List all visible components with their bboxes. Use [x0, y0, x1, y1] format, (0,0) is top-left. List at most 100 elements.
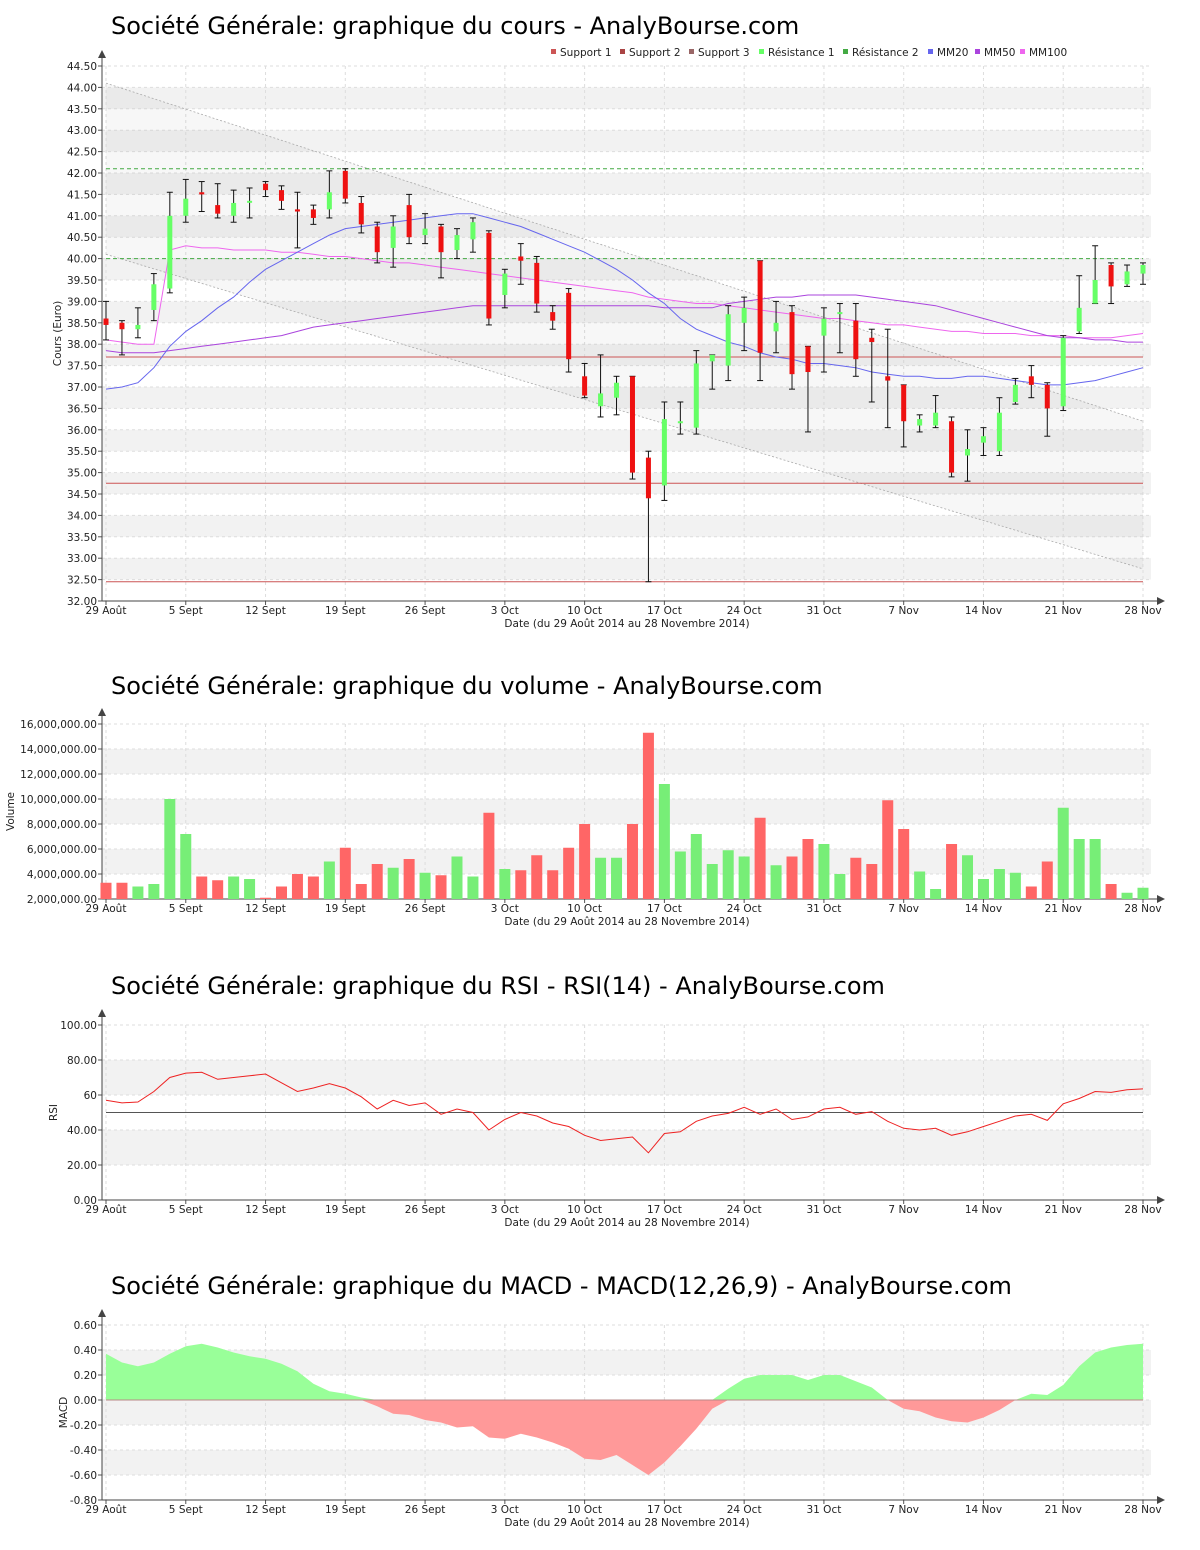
y-tick-label: 0.40 — [74, 1345, 97, 1357]
x-tick-label: 14 Nov — [965, 1204, 1002, 1216]
candle — [725, 305, 732, 382]
candle — [118, 320, 125, 356]
candle — [103, 300, 109, 341]
candle — [565, 288, 572, 373]
candle-body — [550, 312, 556, 321]
candle — [166, 191, 173, 294]
candle — [262, 181, 269, 198]
x-axis-arrow — [1157, 895, 1165, 903]
candle-body — [470, 222, 476, 240]
candle-body — [996, 412, 1002, 452]
mm100-line — [105, 245, 1144, 345]
volume-bar — [467, 876, 479, 899]
grid-band — [102, 558, 1151, 580]
volume-bar — [483, 812, 495, 899]
x-tick-label: 10 Oct — [567, 1204, 602, 1216]
candle — [709, 354, 716, 390]
candle — [1140, 262, 1146, 285]
volume-bar — [770, 865, 782, 899]
candle — [948, 416, 955, 478]
candle — [438, 223, 445, 279]
candle-body — [263, 183, 269, 191]
candle-body — [215, 205, 221, 214]
x-tick-label: 14 Nov — [965, 605, 1002, 617]
grid-band — [102, 429, 1151, 452]
x-axis-label: Date (du 29 Août 2014 au 28 Novembre 201… — [504, 1517, 749, 1529]
x-tick-label: 29 Août — [86, 1504, 127, 1516]
candle — [501, 268, 508, 309]
volume-bar — [531, 855, 543, 899]
y-axis-arrow — [98, 1009, 106, 1017]
x-axis-arrow — [1157, 1196, 1165, 1204]
x-tick-label: 5 Sept — [169, 605, 203, 617]
candle-body — [598, 393, 604, 407]
candle-body — [151, 284, 157, 310]
candle-body — [1028, 376, 1034, 385]
x-tick-label: 28 Nov — [1124, 903, 1161, 915]
legend-swatch — [620, 49, 625, 54]
candle-body — [582, 376, 588, 396]
volume-bar — [275, 886, 287, 899]
volume-bar — [132, 886, 144, 899]
y-tick-label: 43.00 — [67, 125, 97, 137]
candle — [198, 181, 205, 213]
y-axis-label: Volume — [5, 792, 17, 831]
x-tick-label: 19 Sept — [325, 903, 366, 915]
grid-band — [102, 1130, 1151, 1165]
volume-bar — [962, 855, 974, 899]
grid-band — [102, 173, 1151, 195]
candle — [900, 384, 907, 448]
volume-bar — [403, 859, 415, 899]
candle-body — [853, 320, 859, 360]
candle — [693, 350, 700, 435]
legend-item: MM100 — [1020, 47, 1067, 59]
y-tick-label: 32.00 — [67, 596, 97, 608]
legend-item: Résistance 2 — [843, 47, 919, 59]
x-tick-label: 21 Nov — [1045, 903, 1082, 915]
volume-bar — [1073, 839, 1085, 899]
y-tick-label: 0.00 — [74, 1395, 97, 1407]
x-tick-label: 24 Oct — [727, 605, 762, 617]
x-tick-label: 12 Sept — [245, 1504, 286, 1516]
volume-bar — [419, 872, 431, 899]
x-tick-label: 7 Nov — [888, 903, 919, 915]
candle-body — [949, 421, 955, 473]
candle — [134, 307, 141, 339]
y-tick-label: 10,000,000.00 — [20, 794, 97, 806]
candle — [1108, 262, 1115, 305]
y-tick-label: 44.00 — [67, 82, 97, 94]
y-tick-label: 35.50 — [67, 446, 97, 458]
volume-bar — [180, 834, 192, 899]
candle-body — [725, 314, 731, 366]
legend-item: MM20 — [928, 47, 968, 59]
y-tick-label: -0.80 — [70, 1495, 97, 1507]
legend-item: Support 3 — [689, 47, 750, 59]
chart-title: Société Générale: graphique du cours - A… — [111, 12, 799, 40]
candle-body — [278, 190, 284, 201]
macd-negative-area — [106, 1400, 1143, 1475]
candle-body — [1012, 384, 1018, 402]
y-tick-label: 33.00 — [67, 553, 97, 565]
x-tick-label: 12 Sept — [245, 605, 286, 617]
x-tick-label: 24 Oct — [727, 903, 762, 915]
candle — [485, 230, 492, 326]
y-tick-label: 41.50 — [67, 189, 97, 201]
y-tick-label: 16,000,000.00 — [20, 719, 97, 731]
candle — [406, 193, 413, 245]
candle — [645, 450, 652, 583]
legend-label: Support 2 — [629, 47, 681, 59]
candle-body — [661, 419, 667, 486]
volume-bar — [196, 876, 208, 899]
candle — [214, 183, 221, 219]
legend-label: MM100 — [1029, 47, 1067, 59]
candle — [374, 221, 381, 264]
candle-body — [885, 376, 891, 381]
x-tick-label: 10 Oct — [567, 605, 602, 617]
candle-body — [757, 260, 763, 353]
legend-label: MM50 — [984, 47, 1015, 59]
candle-body — [677, 421, 683, 424]
candle — [1012, 377, 1019, 405]
x-tick-label: 28 Nov — [1124, 1504, 1161, 1516]
candle-body — [837, 312, 843, 315]
